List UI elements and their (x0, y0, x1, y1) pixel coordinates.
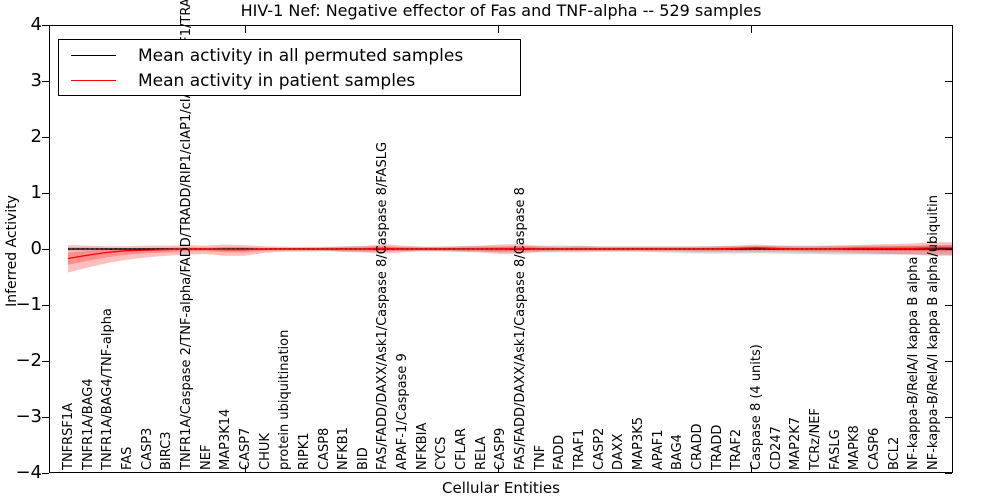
x-tick-label: TNF (532, 444, 548, 470)
x-tick-label: CD247 (768, 426, 784, 470)
x-tick-label: TNFR1A/BAG4 (80, 378, 96, 470)
legend: Mean activity in all permuted samples Me… (58, 39, 521, 96)
x-tick-label: CASP2 (591, 427, 607, 470)
x-tick-label: FAS/FADD/DAXX/Ask1/Caspase 8/Caspase 8 (513, 187, 529, 470)
x-tick-label: NFKBIA (414, 422, 430, 470)
y-tick-label: 2 (30, 126, 42, 147)
x-tick-top (751, 26, 753, 33)
y-tick-right (945, 304, 952, 306)
x-tick-bottom (245, 465, 247, 472)
x-tick-label: TRADD (709, 424, 725, 470)
x-tick-label: FADD (552, 434, 568, 470)
y-tick-label: −2 (15, 350, 42, 371)
y-tick-left (42, 80, 49, 82)
y-tick-label: 0 (30, 238, 42, 259)
x-tick-label: APAF1 (650, 429, 666, 470)
y-tick-left (42, 360, 49, 362)
x-tick-label: CASP6 (866, 427, 882, 470)
x-tick-label: BIRC3 (159, 431, 175, 471)
legend-line-permuted-icon (71, 55, 116, 56)
x-tick-top (245, 26, 247, 33)
plot-area (67, 242, 952, 273)
x-tick-label: FAS (119, 446, 135, 470)
x-tick-bottom (498, 465, 500, 472)
y-tick-label: −1 (15, 294, 42, 315)
x-tick-label: CASP9 (493, 427, 509, 470)
x-tick-label: CYCS (434, 436, 450, 470)
x-tick-label: FASLG (827, 429, 843, 470)
x-tick-label: DAXX (611, 433, 627, 471)
x-tick-label: CASP8 (316, 427, 332, 470)
chart-title: HIV-1 Nef: Negative effector of Fas and … (240, 1, 762, 20)
y-tick-left (42, 136, 49, 138)
y-tick-right (945, 360, 952, 362)
y-tick-right (945, 24, 952, 26)
y-tick-right (945, 416, 952, 418)
x-tick-label: protein ubiquitination (277, 329, 293, 470)
y-tick-label: −3 (15, 406, 42, 427)
y-tick-left (42, 304, 49, 306)
x-tick-label: FAS/FADD/DAXX/Ask1/Caspase 8/Caspase 8/F… (375, 141, 391, 470)
plot-frame (49, 25, 953, 473)
x-tick-label: CRADD (689, 423, 705, 471)
x-tick-label: Caspase 8 (4 units) (748, 344, 764, 470)
x-tick-label: CFLAR (454, 427, 470, 470)
x-tick-label: MAP3K14 (218, 408, 234, 470)
legend-item-permuted: Mean activity in all permuted samples (71, 43, 520, 68)
x-tick-label: BAG4 (670, 434, 686, 470)
x-tick-bottom (751, 465, 753, 472)
x-tick-label: CASP3 (139, 427, 155, 470)
y-tick-left (42, 472, 49, 474)
x-tick-label: MAP3K5 (630, 416, 646, 470)
y-tick-right (945, 248, 952, 250)
x-tick-label: TRAF2 (729, 428, 745, 470)
y-tick-label: 3 (30, 70, 42, 91)
legend-line-patient-icon (71, 80, 116, 81)
x-tick-top (498, 26, 500, 33)
x-tick-label: NF-kappa-B/RelA/I kappa B alpha (906, 256, 922, 470)
y-tick-label: −4 (15, 462, 42, 483)
x-tick-label: NF-kappa-B/RelA/I kappa B alpha/ubiquiti… (925, 195, 941, 470)
y-tick-left (42, 248, 49, 250)
x-tick-label: TCRz/NEF (807, 408, 823, 470)
x-tick-label: NEF (198, 444, 214, 470)
x-tick-label: APAF-1/Caspase 9 (395, 353, 411, 470)
x-tick-label: RIPK1 (296, 432, 312, 470)
y-tick-left (42, 24, 49, 26)
x-tick-label: TNFRSF1A (61, 402, 76, 470)
x-tick-label: RELA (473, 436, 489, 470)
x-tick-label: MAP2K7 (788, 416, 804, 470)
y-tick-right (945, 472, 952, 474)
y-tick-label: 1 (30, 182, 42, 203)
legend-label-permuted: Mean activity in all permuted samples (138, 45, 464, 66)
y-tick-label: 4 (30, 14, 42, 35)
y-tick-left (42, 416, 49, 418)
legend-label-patient: Mean activity in patient samples (138, 70, 416, 91)
y-tick-right (945, 192, 952, 194)
x-axis-title: Cellular Entities (442, 479, 560, 497)
x-tick-label: MAPK8 (847, 425, 863, 470)
y-tick-right (945, 80, 952, 82)
x-tick-label: TNFR1A/BAG4/TNF-alpha (100, 308, 116, 470)
x-tick-label: NFKB1 (336, 427, 352, 470)
y-tick-left (42, 192, 49, 194)
y-tick-right (945, 136, 952, 138)
x-tick-label: TRAF1 (572, 428, 588, 470)
legend-item-patient: Mean activity in patient samples (71, 68, 520, 93)
x-tick-label: CASP7 (237, 427, 253, 470)
x-tick-label: BCL2 (886, 436, 902, 470)
x-tick-label: CHUK (257, 433, 273, 470)
x-tick-label: BID (355, 447, 371, 470)
